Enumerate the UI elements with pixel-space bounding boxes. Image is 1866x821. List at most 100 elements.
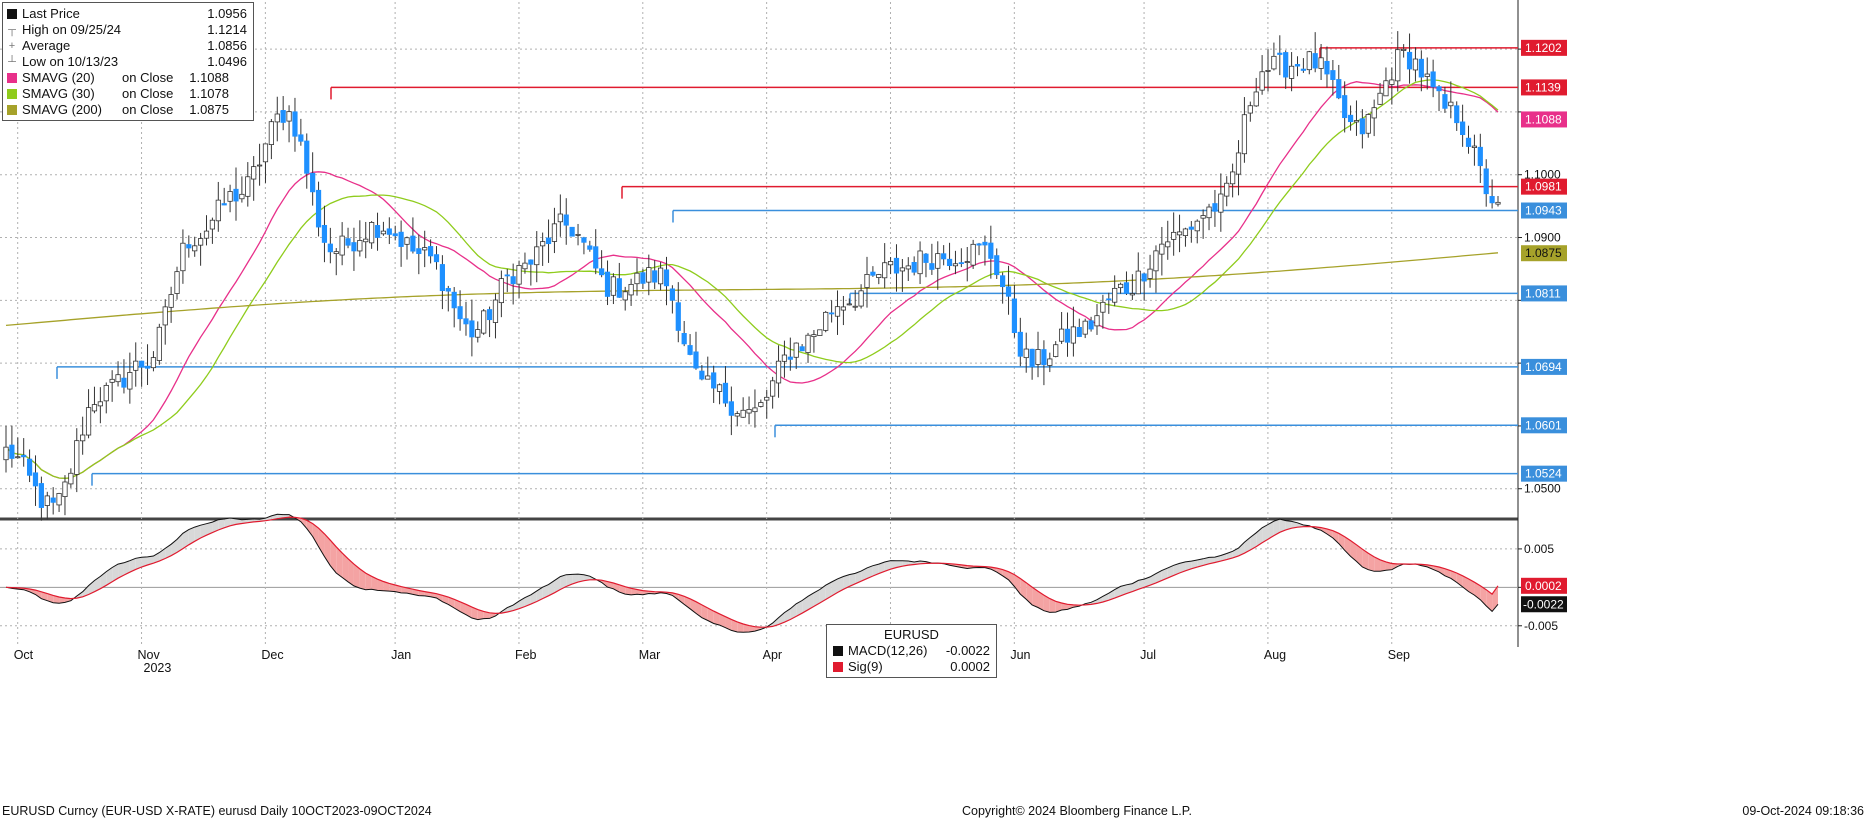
- candle-body: [752, 407, 758, 413]
- level-tag-label: 1.0943: [1525, 204, 1562, 218]
- legend-label: MACD(12,26): [848, 643, 928, 658]
- macd-fill: [1368, 553, 1375, 572]
- macd-tag: [1521, 596, 1567, 613]
- candle-body: [1235, 152, 1242, 175]
- candle-body: [15, 456, 21, 459]
- candle-body: [9, 444, 15, 459]
- candle-body: [1241, 114, 1248, 155]
- macd-fill: [141, 556, 148, 568]
- price-axis-label: 1.1000: [1524, 168, 1561, 182]
- macd-fill: [1173, 563, 1180, 576]
- candle-body: [1112, 287, 1118, 303]
- candle-body: [793, 342, 799, 358]
- level-tag-label: 1.1139: [1525, 80, 1561, 94]
- candle-body: [121, 377, 127, 388]
- macd-fill: [1474, 582, 1481, 600]
- month-tick-label: Jan: [391, 648, 411, 662]
- candle-body: [1053, 344, 1059, 357]
- macd-fill: [35, 590, 42, 599]
- candle-body: [198, 238, 204, 246]
- candle-body: [823, 311, 829, 331]
- candle-body: [1147, 268, 1153, 279]
- candle-body: [262, 143, 269, 163]
- month-tick-label: Sep: [1388, 648, 1410, 662]
- candle-body: [1047, 358, 1053, 366]
- macd-fill: [866, 565, 873, 579]
- candle-body: [286, 111, 292, 122]
- candle-body: [351, 242, 357, 252]
- candle-body: [557, 213, 563, 223]
- candle-body: [1477, 146, 1483, 167]
- macd-fill: [471, 607, 478, 620]
- candle-body: [675, 302, 681, 331]
- macd-axis-label: -0.005: [1524, 619, 1558, 633]
- legend-value: 1.1214: [207, 22, 247, 37]
- macd-fill: [1332, 530, 1339, 544]
- candle-body: [1324, 60, 1330, 75]
- candle-body: [298, 134, 304, 142]
- candle-body: [687, 345, 693, 355]
- candle-body: [85, 407, 92, 436]
- candle-body: [834, 306, 841, 317]
- macd-fill: [578, 574, 584, 583]
- candle-body: [56, 493, 62, 506]
- macd-fill: [1032, 587, 1039, 608]
- candle-body: [398, 231, 404, 247]
- macd-fill: [725, 616, 732, 631]
- macd-fill: [524, 594, 531, 607]
- level-tag: [1521, 417, 1567, 434]
- candle-body: [575, 233, 581, 236]
- legend-last-price: Last Price 1.0956: [7, 6, 247, 22]
- macd-fill: [554, 576, 561, 593]
- candle-body: [528, 259, 534, 265]
- legend-label: SMAVG (200): [22, 102, 102, 117]
- legend-value: -0.0022: [945, 643, 990, 658]
- candle-body: [1412, 58, 1419, 71]
- candle-body: [929, 263, 935, 270]
- candle-body: [410, 235, 416, 252]
- candle-body: [80, 434, 86, 442]
- macd-fill: [713, 611, 720, 626]
- signal-tag: [1521, 577, 1567, 594]
- macd-fill: [678, 594, 685, 605]
- macd-fill: [94, 576, 101, 592]
- macd-fill: [1038, 591, 1044, 611]
- candle-body: [716, 384, 723, 392]
- candle-body: [764, 396, 770, 401]
- candle-body: [1023, 348, 1029, 359]
- level-tag: [1521, 39, 1567, 56]
- macd-fill: [1138, 579, 1145, 590]
- candle-body: [1283, 52, 1289, 78]
- candle-body: [1035, 349, 1041, 365]
- candle-body: [363, 238, 369, 243]
- macd-fill: [206, 522, 213, 536]
- macd-fill: [1450, 570, 1457, 583]
- candle-body: [133, 360, 139, 371]
- candle-body: [1230, 171, 1236, 185]
- candle-body: [510, 276, 516, 285]
- legend-value: 1.0956: [207, 6, 247, 21]
- candle-body: [1300, 68, 1306, 71]
- candle-body: [1406, 51, 1413, 70]
- macd-fill: [300, 518, 307, 529]
- price-legend: Last Price 1.0956 ┬ High on 09/25/24 1.1…: [2, 2, 254, 121]
- candle-body: [150, 357, 157, 369]
- sma200-tag-label: 1.0875: [1525, 246, 1562, 260]
- macd-fill: [695, 601, 702, 618]
- macd-fill: [1055, 601, 1062, 613]
- macd-fill: [754, 626, 761, 632]
- candle-body: [1011, 298, 1018, 333]
- macd-fill: [1161, 567, 1168, 581]
- candle-body: [976, 243, 982, 246]
- candle-body: [1129, 293, 1135, 296]
- macd-fill: [88, 580, 95, 595]
- candle-body: [492, 299, 499, 323]
- candle-body: [174, 271, 180, 294]
- month-tick-label: Jun: [1010, 648, 1030, 662]
- candle-body: [274, 113, 280, 123]
- footer-copyright: Copyright© 2024 Bloomberg Finance L.P.: [962, 804, 1192, 818]
- candle-body: [1176, 231, 1183, 236]
- candle-body: [1135, 270, 1141, 295]
- macd-fill: [1185, 561, 1192, 571]
- macd-fill: [1380, 559, 1386, 572]
